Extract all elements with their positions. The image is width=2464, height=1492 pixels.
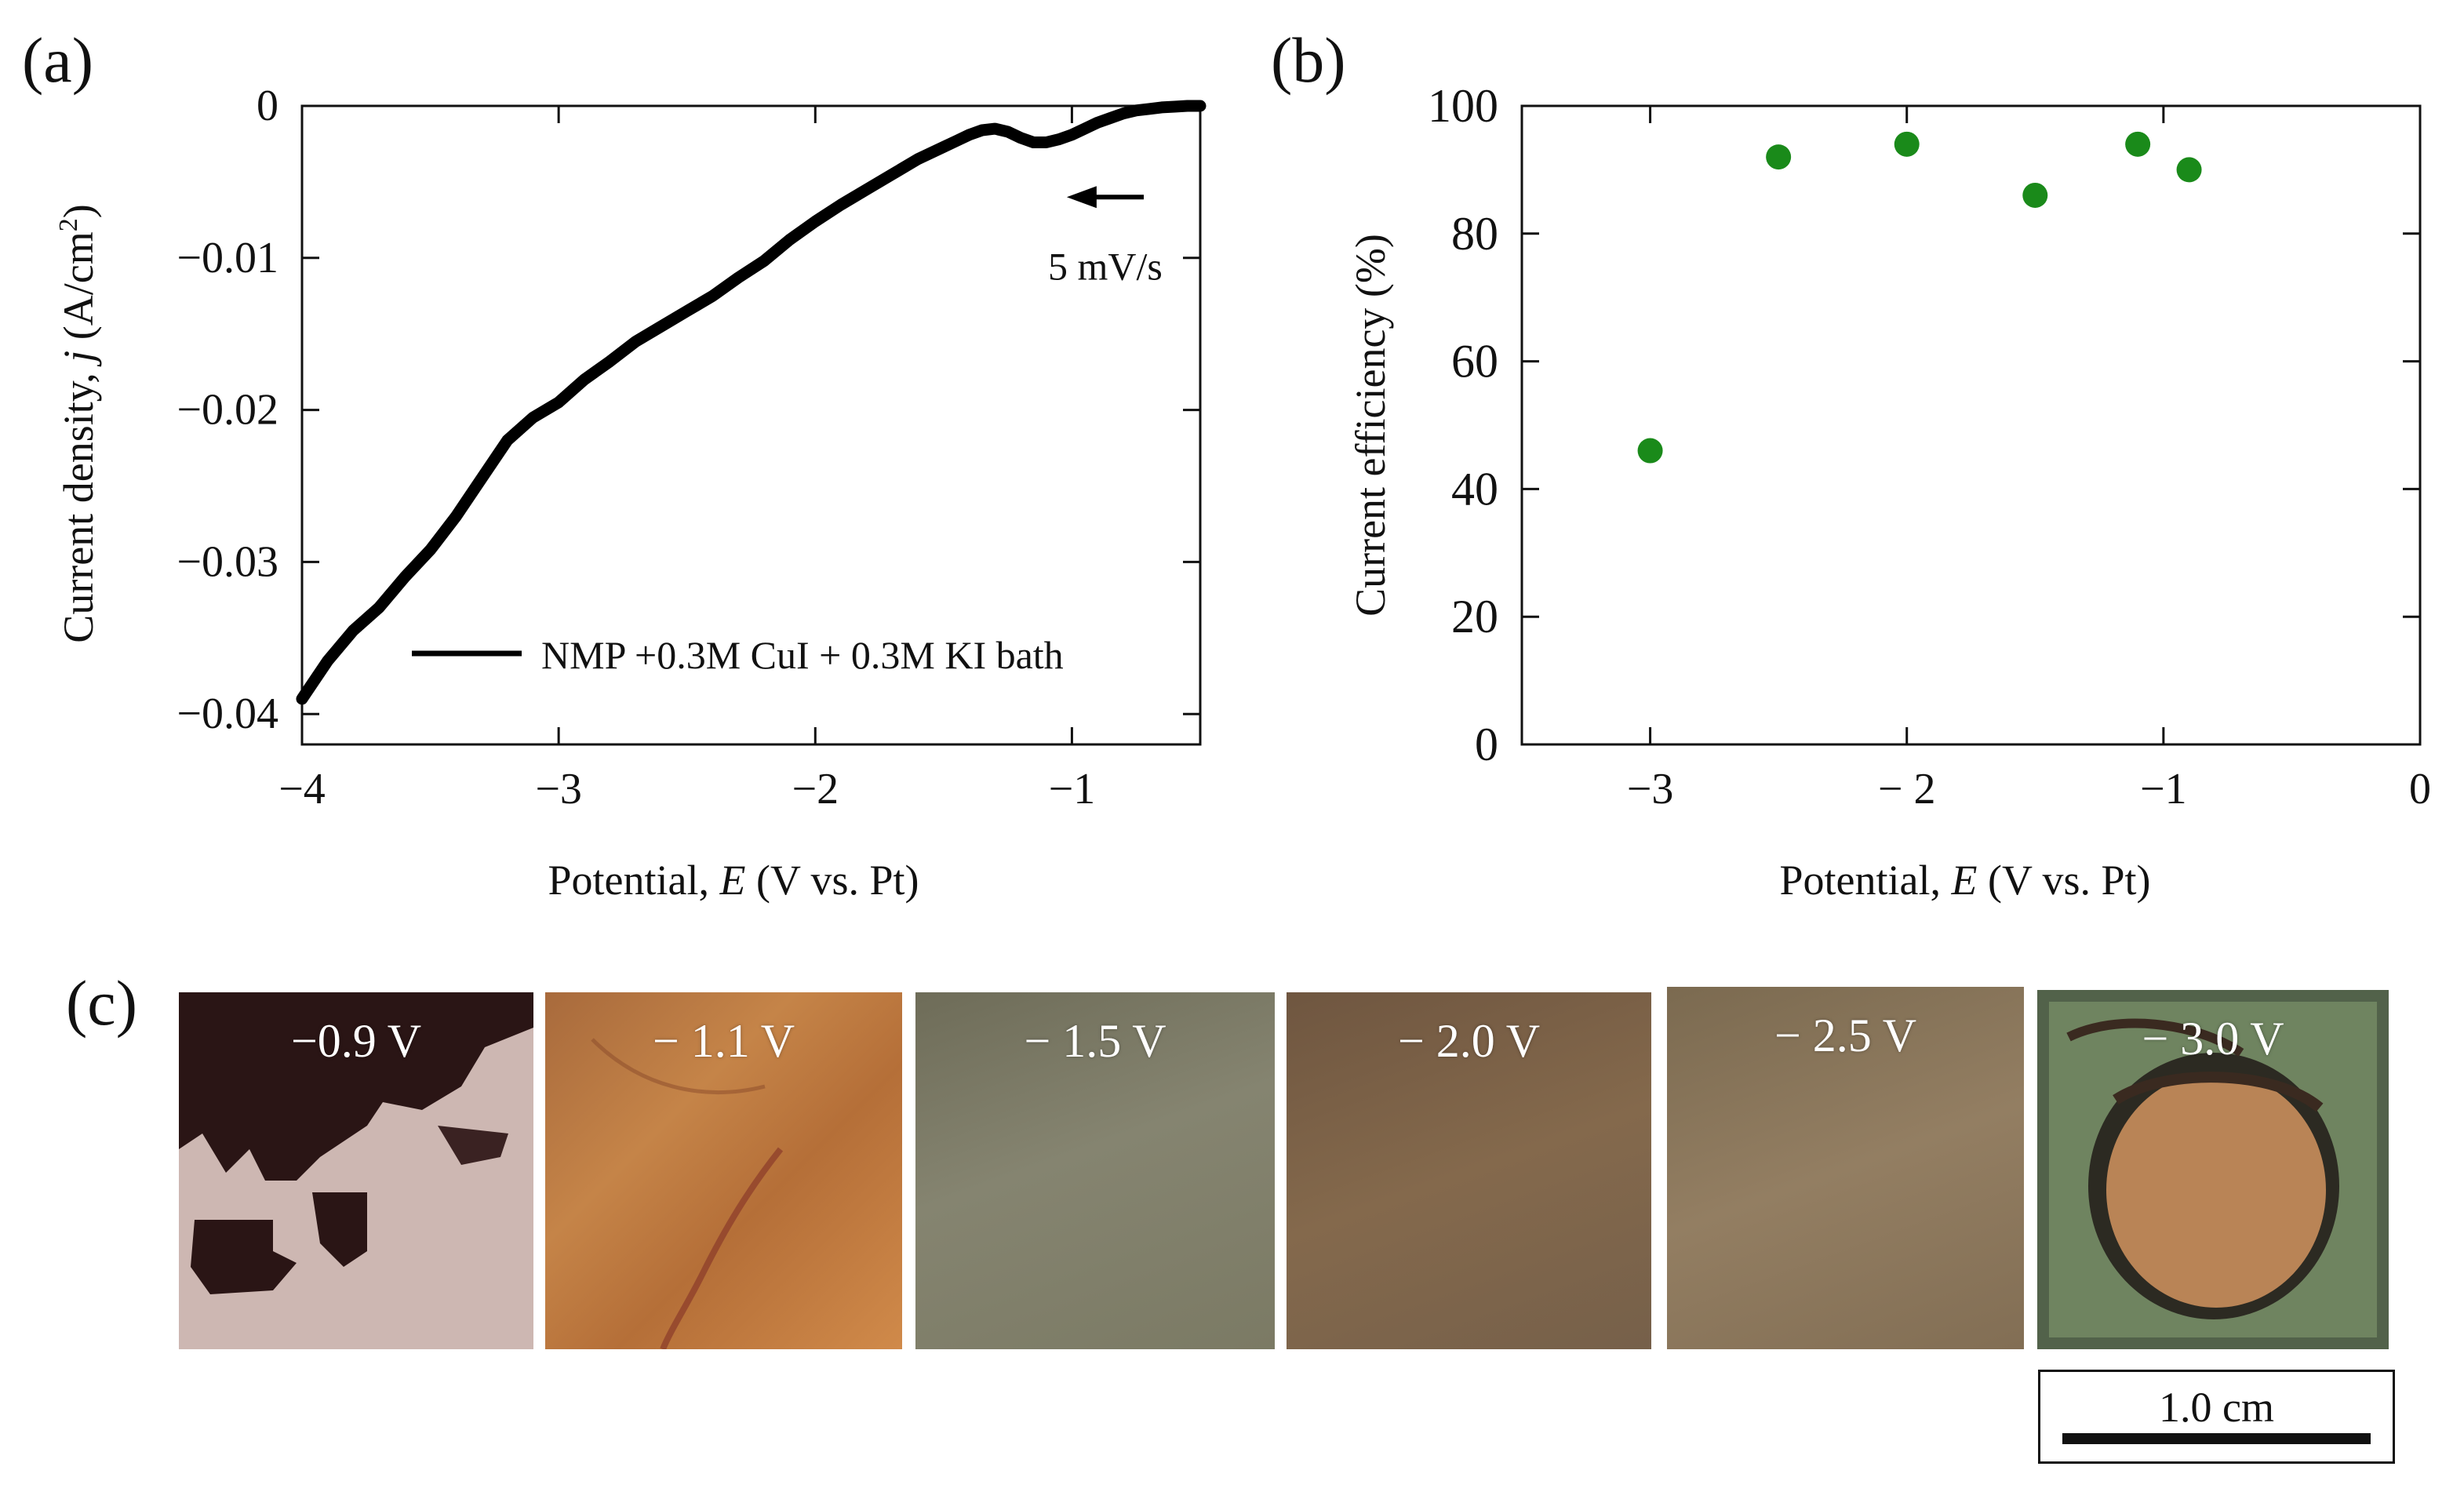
sample-photo-label: −0.9 V bbox=[290, 1015, 422, 1067]
sample-photo-label: − 2.5 V bbox=[1774, 1010, 1917, 1061]
chart-b-point bbox=[2176, 157, 2202, 183]
sample-photo: − 2.5 V bbox=[1667, 987, 2024, 1349]
sample-photo: −0.9 V bbox=[179, 992, 533, 1349]
sample-photo-label: − 2.0 V bbox=[1397, 1015, 1541, 1067]
sample-photo-label: − 1.5 V bbox=[1024, 1015, 1166, 1067]
chart-b-xlabel: Potential, E (V vs. Pt) bbox=[1779, 857, 2150, 904]
chart-b-point bbox=[1766, 144, 1792, 170]
chart-a-legend-label: NMP +0.3M CuI + 0.3M KI bath bbox=[541, 633, 1064, 677]
sample-photo: − 2.0 V bbox=[1287, 992, 1651, 1349]
chart-a-series-line bbox=[296, 100, 1207, 705]
chart-b-ylabel: Current efficiency (%) bbox=[1347, 234, 1394, 617]
panel-label-b: (b) bbox=[1271, 24, 1346, 96]
chart-b-xtick-label: −3 bbox=[1627, 765, 1674, 813]
chart-b-point bbox=[1894, 131, 1920, 157]
chart-b-point bbox=[1637, 438, 1663, 464]
chart-a-xtick-label: −3 bbox=[535, 765, 582, 813]
chart-b-ticks: −3 − 2 −1 0 0 20 40 60 80 100 bbox=[1428, 80, 2431, 813]
sample-photo-texture bbox=[2049, 1002, 2377, 1337]
chart-b-ytick-label: 60 bbox=[1451, 336, 1498, 388]
scale-bar-label: 1.0 cm bbox=[2159, 1384, 2274, 1431]
chart-a-arrow-head bbox=[1066, 186, 1097, 209]
chart-a: −4 −3 −2 −1 0 −0.01 −0.02 −0.03 −0.04 NMP +0.3M … bbox=[54, 82, 1207, 904]
sample-photo-texture bbox=[591, 1038, 784, 1349]
sample-photo: − 1.5 V bbox=[915, 992, 1275, 1349]
chart-a-annotation: 5 mV/s bbox=[1048, 245, 1163, 289]
chart-b-point bbox=[2022, 182, 2048, 208]
chart-b-ytick-label: 100 bbox=[1428, 80, 1498, 132]
panel-label-c: (c) bbox=[66, 967, 138, 1039]
chart-a-ytick-label: −0.01 bbox=[177, 234, 278, 282]
chart-a-xlabel: Potential, E (V vs. Pt) bbox=[548, 857, 919, 904]
chart-a-xtick-label: −4 bbox=[278, 765, 326, 813]
panel-label-a: (a) bbox=[22, 24, 94, 96]
sample-photo-label: − 3.0 V bbox=[2142, 1013, 2284, 1064]
chart-a-xtick-label: −1 bbox=[1049, 765, 1096, 813]
chart-a-ticks: −4 −3 −2 −1 0 −0.01 −0.02 −0.03 −0.04 bbox=[177, 82, 1200, 813]
sample-photo: − 3.0 V bbox=[2037, 990, 2389, 1349]
chart-b-ytick-label: 40 bbox=[1451, 463, 1498, 515]
chart-a-ytick-label: −0.03 bbox=[177, 537, 278, 586]
chart-b-ytick-label: 20 bbox=[1451, 591, 1498, 642]
chart-b-ytick-label: 0 bbox=[1475, 719, 1498, 770]
chart-a-ytick-label: 0 bbox=[257, 82, 278, 130]
chart-a-ytick-label: −0.04 bbox=[177, 690, 278, 738]
sample-photo-label: − 1.1 V bbox=[652, 1015, 795, 1067]
chart-b-frame bbox=[1520, 104, 2422, 746]
scale-bar: 1.0 cm bbox=[2038, 1370, 2395, 1464]
chart-b-xtick-label: −1 bbox=[2140, 765, 2187, 813]
sample-photo-texture bbox=[179, 992, 533, 1294]
chart-b-points bbox=[1637, 131, 2202, 464]
chart-b-xtick-label: − 2 bbox=[1878, 765, 1936, 813]
chart-a-ylabel: Current density, j (A/cm2) bbox=[54, 204, 102, 642]
chart-b-point bbox=[2125, 131, 2151, 157]
chart-a-frame bbox=[300, 104, 1202, 746]
chart-a-xtick-label: −2 bbox=[792, 765, 839, 813]
sample-photo: − 1.1 V bbox=[545, 992, 902, 1349]
chart-a-ytick-label: −0.02 bbox=[177, 386, 278, 435]
chart-b: −3 − 2 −1 0 0 20 40 60 80 100 Potential, E (V vs.… bbox=[1347, 80, 2431, 904]
chart-b-ytick-label: 80 bbox=[1451, 208, 1498, 260]
scale-bar-line bbox=[2062, 1433, 2371, 1444]
chart-b-xtick-label: 0 bbox=[2409, 765, 2431, 813]
